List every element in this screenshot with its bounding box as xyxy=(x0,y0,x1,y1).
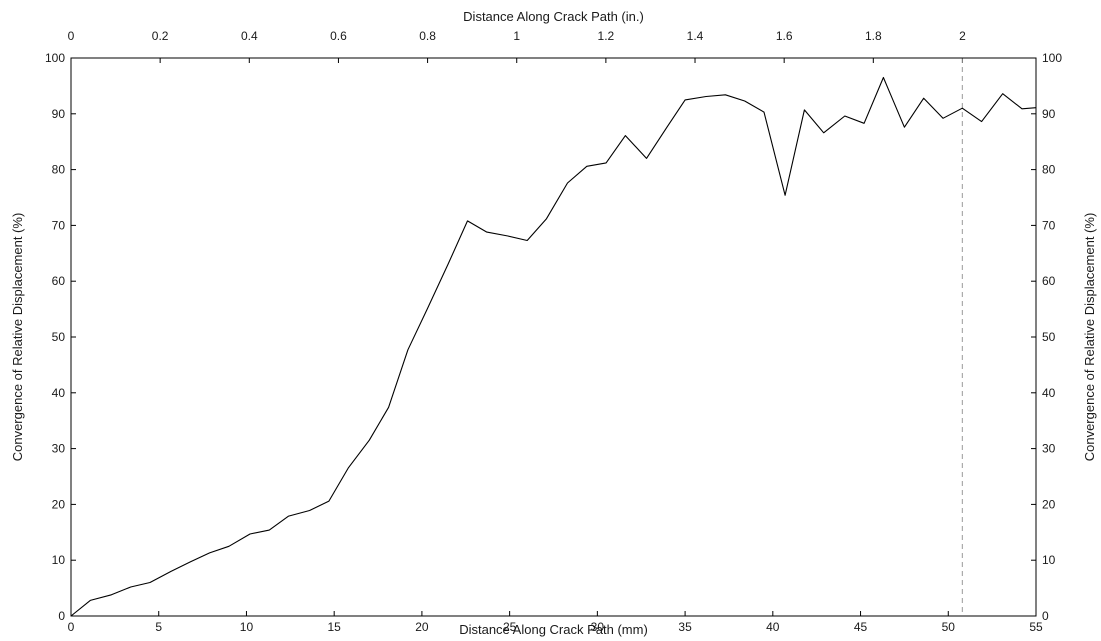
ticks-layer: 0 5 10 15 20 25 30 35 40 45 50 550 0.2 0.4 0.6 0.8 1 1.2 1… xyxy=(45,29,1062,634)
x-tick-label: 35 xyxy=(678,620,692,634)
y2-tick-label: 20 xyxy=(1042,497,1056,511)
x2-tick-label: 0.2 xyxy=(152,29,169,43)
x2-tick-label: 1.2 xyxy=(598,29,615,43)
x-tick-label: 25 xyxy=(503,620,517,634)
y2-tick-label: 30 xyxy=(1042,442,1056,456)
x2-tick-label: 0.4 xyxy=(241,29,258,43)
y-tick-label: 20 xyxy=(52,497,66,511)
y-tick-label: 70 xyxy=(52,218,66,232)
y-axis-title: Convergence of Relative Displacement (%) xyxy=(10,213,25,462)
x-tick-label: 10 xyxy=(240,620,254,634)
y2-tick-label: 80 xyxy=(1042,163,1056,177)
y2-tick-label: 60 xyxy=(1042,274,1056,288)
x-tick-label: 55 xyxy=(1029,620,1043,634)
y2-tick-label: 50 xyxy=(1042,330,1056,344)
y-tick-label: 50 xyxy=(52,330,66,344)
y-tick-label: 40 xyxy=(52,386,66,400)
y-tick-label: 60 xyxy=(52,274,66,288)
y-tick-label: 30 xyxy=(52,442,66,456)
x-tick-label: 0 xyxy=(68,620,75,634)
x-tick-label: 5 xyxy=(155,620,162,634)
x2-tick-label: 1 xyxy=(513,29,520,43)
right-axis-title: Convergence of Relative Displacement (%) xyxy=(1082,213,1097,462)
x-axis-title: Distance Along Crack Path (mm) xyxy=(459,622,648,637)
top-axis-title: Distance Along Crack Path (in.) xyxy=(463,9,644,24)
y2-tick-label: 10 xyxy=(1042,553,1056,567)
x2-tick-label: 2 xyxy=(959,29,966,43)
y-tick-label: 90 xyxy=(52,107,66,121)
x-tick-label: 20 xyxy=(415,620,429,634)
y2-tick-label: 90 xyxy=(1042,107,1056,121)
x-tick-label: 30 xyxy=(591,620,605,634)
y2-tick-label: 100 xyxy=(1042,51,1062,65)
y-tick-label: 100 xyxy=(45,51,65,65)
y-tick-label: 10 xyxy=(52,553,66,567)
y2-tick-label: 70 xyxy=(1042,218,1056,232)
plot-frame xyxy=(70,57,1037,617)
x2-tick-label: 0 xyxy=(68,29,75,43)
x2-tick-label: 1.4 xyxy=(687,29,704,43)
x2-tick-label: 1.8 xyxy=(865,29,882,43)
x-tick-label: 40 xyxy=(766,620,780,634)
y-tick-label: 80 xyxy=(52,163,66,177)
y-tick-label: 0 xyxy=(58,609,65,623)
x-tick-label: 45 xyxy=(854,620,868,634)
series-line xyxy=(70,76,1037,617)
x2-tick-label: 0.8 xyxy=(419,29,436,43)
y2-tick-label: 0 xyxy=(1042,609,1049,623)
y2-tick-label: 40 xyxy=(1042,386,1056,400)
x-tick-label: 15 xyxy=(328,620,342,634)
x2-tick-label: 1.6 xyxy=(776,29,793,43)
x2-tick-label: 0.6 xyxy=(330,29,347,43)
x-tick-label: 50 xyxy=(942,620,956,634)
